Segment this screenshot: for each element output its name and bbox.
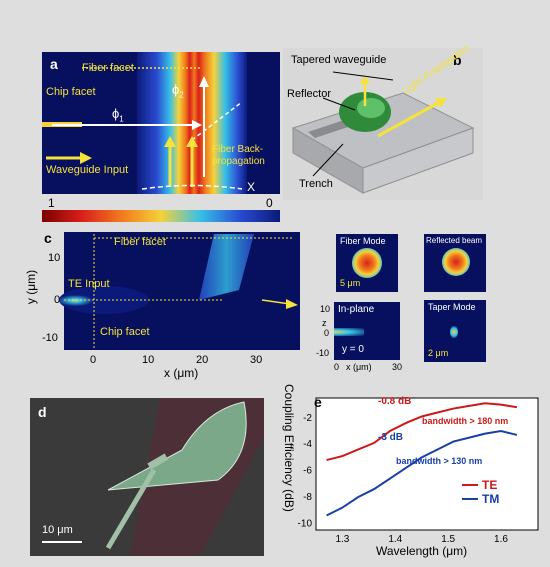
x-axis-curve	[141, 184, 243, 190]
panel-a-field-map	[42, 52, 280, 194]
legend: TE TM	[462, 478, 499, 506]
panel-c-xlabel: x (μm)	[164, 366, 199, 380]
panel-c-xtick-0: 0	[90, 354, 97, 366]
series-te-line	[326, 402, 518, 462]
x-tick-label: 1.6	[494, 534, 508, 545]
legend-te-line	[462, 484, 478, 486]
x-tick-label: 1.3	[335, 534, 349, 545]
fiber-back-text-1: Fiber Back-	[212, 144, 264, 155]
taper-mode-inset: Taper Mode 2 μm	[424, 300, 486, 362]
y-tick-label: -2	[303, 413, 312, 424]
x-axis-text: X	[247, 180, 256, 194]
taper-mode-title: Taper Mode	[428, 302, 476, 312]
panel-d-label: d	[38, 404, 47, 420]
reflector-sem	[107, 401, 247, 491]
panel-b-label: b	[453, 52, 462, 68]
legend-tm: TM	[462, 492, 499, 506]
inplane-x-tick-0: 0	[334, 362, 340, 372]
inplane-z-tick-0: 0	[324, 328, 330, 338]
reflector-dashed	[191, 101, 243, 141]
taper-mode-spot	[450, 326, 458, 338]
fiber-facet-text-c: Fiber facet	[114, 236, 166, 248]
fiber-mode-inset: Fiber Mode 5 μm	[336, 234, 398, 292]
panel-c-ylabel: y (μm)	[24, 269, 39, 305]
y-tick-label: -4	[303, 439, 312, 450]
y-tick-label: -6	[303, 466, 312, 477]
panel-d: d 10 μm	[30, 398, 264, 556]
fiber-mode-scale: 5 μm	[340, 278, 361, 288]
te-bw-text: bandwidth > 180 nm	[422, 416, 509, 426]
tapered-waveguide-text: Tapered waveguide	[291, 54, 387, 66]
x-tick-label: 1.4	[388, 534, 402, 545]
reflected-beam-inset: Reflected beam	[424, 234, 486, 292]
light-propagation-arrow	[377, 101, 439, 138]
inplane-x-tick-30: 30	[392, 362, 403, 372]
inplane-z-label: z	[322, 318, 327, 328]
panel-c-field-map	[59, 232, 300, 350]
panel-c-ytick-0: 0	[54, 294, 61, 306]
inplane-beam	[334, 328, 364, 336]
panel-b: b Tapered waveguide Reflector Light Prop…	[283, 43, 483, 200]
inplane-title: In-plane	[338, 304, 375, 315]
reflected-beam-spot	[442, 248, 470, 276]
y-tick-label: -8	[303, 492, 312, 503]
panel-a: a Fiber facet Chip facet ϕ1 ϕ2 Fiber Bac…	[42, 52, 280, 212]
panel-d-sem-image	[30, 398, 264, 556]
trench-text: Trench	[299, 178, 333, 190]
inplane-x-label: x (μm)	[346, 362, 372, 372]
fiber-mode-title: Fiber Mode	[340, 236, 386, 246]
tm-peak-text: -3 dB	[378, 432, 403, 443]
te-peak-text: -0.8 dB	[378, 396, 412, 407]
chart-plot-area	[315, 397, 539, 531]
series-tm-line	[326, 429, 518, 517]
taper-sem	[105, 468, 157, 550]
panel-c-xtick-10: 10	[142, 354, 155, 366]
colorbar: 1 0	[42, 196, 280, 224]
colorbar-gradient	[42, 210, 280, 222]
phi1-text: ϕ1	[112, 106, 124, 124]
taper-mode-scale: 2 μm	[428, 348, 449, 358]
legend-tm-line	[462, 498, 478, 500]
inplane-y-text: y = 0	[342, 344, 364, 355]
panel-e-label: e	[314, 394, 322, 410]
panel-c-ytick-10: 10	[48, 252, 61, 264]
inplane-inset: In-plane y = 0	[334, 302, 400, 360]
coupling-efficiency-chart: 1.3 1.4 1.5 1.6 -2 -4 -6 -8 -10	[298, 397, 539, 545]
panel-c-xtick-30: 30	[250, 354, 263, 366]
inplane-z-tick-neg10: -10	[316, 348, 330, 358]
phi2-text: ϕ2	[172, 82, 184, 100]
panel-c-label: c	[44, 230, 52, 246]
fiber-back-text-2: propagation	[212, 156, 265, 167]
panel-e-ylabel: Coupling Efficiency (dB)	[282, 384, 296, 512]
panel-c: c Fiber facet TE Input Chip facet y (μm)…	[24, 230, 304, 380]
legend-tm-text: TM	[482, 492, 500, 506]
waveguide-input-text: Waveguide Input	[46, 164, 129, 176]
panel-e: 1.3 1.4 1.5 1.6 -2 -4 -6 -8 -10 e Coupling Effic…	[266, 384, 542, 560]
legend-te: TE	[462, 478, 499, 492]
inplane-z-tick-10: 10	[320, 304, 331, 314]
colorbar-left-label: 1	[48, 196, 55, 210]
panel-c-xtick-20: 20	[196, 354, 209, 366]
reflected-beam-title: Reflected beam	[426, 236, 483, 245]
x-tick-label: 1.5	[441, 534, 455, 545]
tm-bw-text: bandwidth > 130 nm	[396, 456, 483, 466]
reflected-cone	[199, 234, 254, 300]
fiber-mode-spot	[352, 248, 382, 278]
panel-c-ytick-neg10: -10	[42, 332, 58, 344]
legend-te-text: TE	[482, 478, 498, 492]
panel-d-scale: 10 μm	[42, 524, 73, 536]
panel-e-xlabel: Wavelength (μm)	[376, 544, 468, 558]
reflector-text: Reflector	[287, 88, 332, 100]
fiber-facet-text: Fiber facet	[82, 62, 134, 74]
colorbar-right-label: 0	[266, 196, 273, 210]
te-input-text: TE Input	[68, 278, 110, 290]
panel-b-3d-render	[283, 48, 483, 200]
chip-facet-text-c: Chip facet	[100, 326, 150, 338]
panel-a-label: a	[50, 56, 58, 72]
chip-facet-text: Chip facet	[46, 86, 96, 98]
y-tick-label: -10	[298, 518, 313, 529]
